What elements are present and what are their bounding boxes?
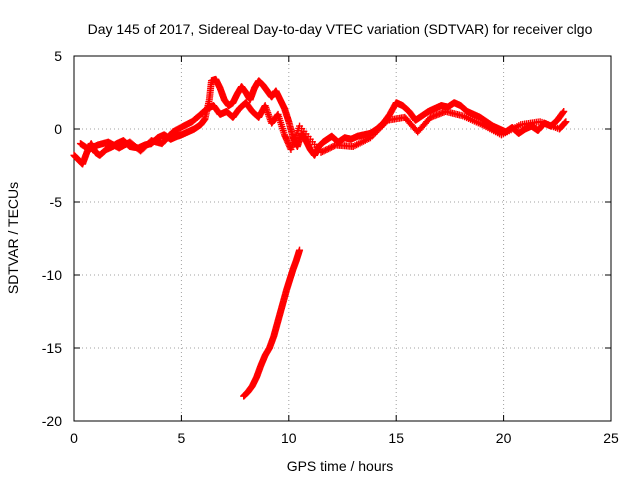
data-point (296, 246, 304, 254)
y-tick-label: 0 (54, 121, 62, 137)
chart-title: Day 145 of 2017, Sidereal Day-to-day VTE… (88, 21, 593, 37)
data-point (560, 107, 568, 115)
data-points (70, 75, 570, 400)
plot-frame (73, 55, 612, 422)
y-tick-label: 5 (54, 48, 62, 64)
tick-labels: 0 5 10 15 20 25 -20 -15 -10 -5 0 5 (42, 48, 619, 446)
grid (74, 56, 611, 421)
x-tick-label: 0 (70, 430, 78, 446)
y-axis-label: SDTVAR / TECUs (5, 182, 21, 294)
series-3 (240, 246, 304, 400)
x-tick-label: 5 (178, 430, 186, 446)
x-tick-label: 25 (603, 430, 619, 446)
series-2 (76, 99, 570, 156)
x-axis-label: GPS time / hours (287, 458, 394, 474)
series-1 (70, 75, 568, 168)
y-tick-label: -15 (42, 340, 62, 356)
y-tick-label: -10 (42, 267, 62, 283)
y-tick-label: -20 (42, 413, 62, 429)
data-point (562, 118, 570, 126)
ticks (73, 55, 612, 422)
y-tick-label: -5 (50, 194, 63, 210)
x-tick-label: 10 (281, 430, 297, 446)
x-tick-label: 20 (496, 430, 512, 446)
x-tick-label: 15 (388, 430, 404, 446)
